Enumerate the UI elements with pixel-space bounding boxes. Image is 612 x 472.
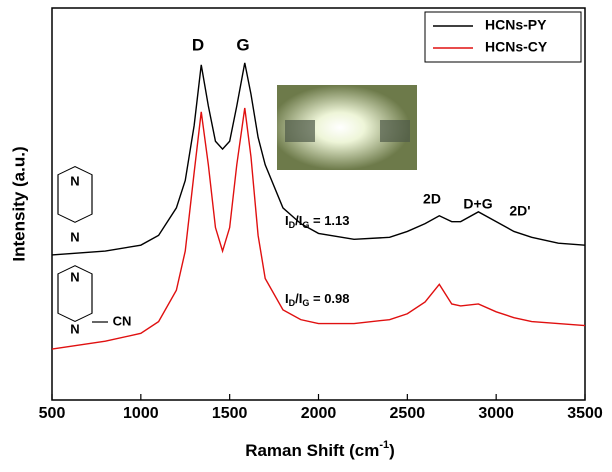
atom-backdrop <box>69 323 81 337</box>
y-axis-label: Intensity (a.u.) <box>9 146 28 261</box>
ratio-text: = 1.13 <box>309 213 349 228</box>
series-line <box>51 107 586 350</box>
inset-electrode <box>380 120 410 142</box>
x-tick-label: 500 <box>39 405 66 422</box>
x-tick-label: 2000 <box>301 405 337 422</box>
x-label-tail: ) <box>389 441 395 460</box>
ratio-subscript: D <box>289 298 296 308</box>
x-tick-label: 2500 <box>390 405 426 422</box>
x-tick-label: 3000 <box>478 405 514 422</box>
ratio-subscript: G <box>302 220 309 230</box>
atom-label: N <box>70 173 79 188</box>
atom-label: N <box>70 229 79 244</box>
ratio-annotation: ID/IG = 1.13 <box>285 213 350 230</box>
atom-backdrop <box>69 271 81 285</box>
ratio-text: I <box>285 213 289 228</box>
atom-label: N <box>70 321 79 336</box>
atom-backdrop <box>69 231 81 245</box>
x-axis-label: Raman Shift (cm-1) <box>245 439 395 461</box>
x-label-sup: -1 <box>379 439 389 451</box>
x-tick-label: 1000 <box>123 405 159 422</box>
atom-label: N <box>70 269 79 284</box>
ratio-text: /I <box>295 213 302 228</box>
legend-label: HCNs-CY <box>485 39 548 55</box>
peak-label: 2D <box>423 191 441 207</box>
legend-box <box>424 11 582 63</box>
ratio-text: /I <box>295 291 302 306</box>
ratio-subscript: G <box>302 298 309 308</box>
atom-backdrop <box>116 315 128 329</box>
atom-label: CN <box>113 313 132 328</box>
ratio-annotation: ID/IG = 0.98 <box>285 291 350 308</box>
ratio-text: I <box>285 291 289 306</box>
ratio-subscript: D <box>289 220 296 230</box>
molecule-ring <box>57 265 93 323</box>
x-tick-label: 1500 <box>212 405 248 422</box>
legend-label: HCNs-PY <box>485 17 547 33</box>
x-tick-label: 3500 <box>567 405 603 422</box>
x-label-text: Raman Shift (cm <box>245 441 379 460</box>
peak-label: G <box>236 35 249 54</box>
ratio-text: = 0.98 <box>309 291 349 306</box>
peak-label: D+G <box>463 196 492 212</box>
peak-label: D <box>192 35 204 54</box>
series-line <box>51 62 586 256</box>
atom-backdrop <box>69 175 81 189</box>
molecule-ring <box>57 165 93 223</box>
plot-frame <box>51 7 586 401</box>
inset-electrode <box>285 120 315 142</box>
peak-label: 2D' <box>509 203 530 219</box>
